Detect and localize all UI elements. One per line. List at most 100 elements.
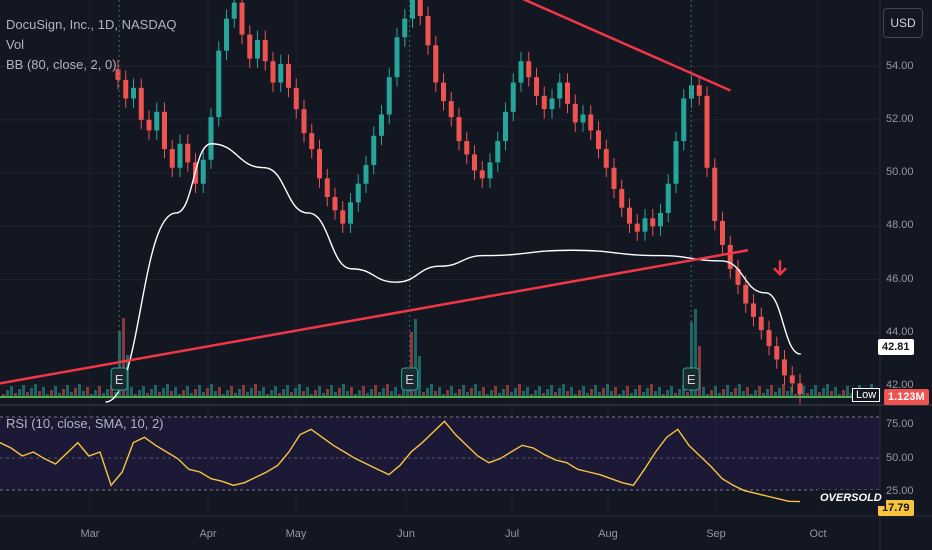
- rsi-band: [0, 417, 880, 490]
- volume-bar-17: [70, 392, 73, 398]
- oversold-label: OVERSOLD: [816, 490, 886, 506]
- volume-legend[interactable]: Vol: [6, 37, 25, 52]
- volume-bar-197: [790, 387, 793, 398]
- volume-bar-95: [382, 388, 385, 398]
- time-tick-5: Aug: [598, 528, 618, 540]
- candle-body-26: [317, 149, 322, 179]
- volume-bar-73: [294, 388, 297, 398]
- price-tick-4: 46.00: [886, 272, 914, 285]
- volume-bar-25: [102, 393, 105, 398]
- candle-body-22: [286, 63, 291, 88]
- volume-bar-80: [322, 393, 325, 398]
- volume-bar-76: [306, 387, 309, 398]
- volume-bar-137: [550, 385, 553, 398]
- trendlines[interactable]: [0, 0, 787, 385]
- volume-bar-211: [846, 386, 849, 398]
- trendline-1: [522, 0, 731, 92]
- candle-body-56: [549, 98, 555, 110]
- candle-body-37: [402, 18, 408, 38]
- volume-bar-105: [422, 392, 425, 398]
- volume-bar-119: [478, 391, 481, 398]
- candle-body-2: [131, 87, 136, 99]
- volume-bar-191: [766, 389, 769, 398]
- candle-body-35: [386, 77, 392, 115]
- volume-bar-122: [490, 390, 493, 398]
- candle-body-69: [650, 218, 656, 227]
- down-arrow: [773, 260, 787, 276]
- volume-bar-60: [242, 385, 245, 398]
- volume-bar-111: [446, 390, 449, 398]
- volume-bar-56: [226, 390, 229, 398]
- candle-body-21: [278, 63, 284, 83]
- volume-bar-173: [694, 309, 697, 398]
- candle-body-72: [673, 141, 679, 184]
- volume-bar-182: [730, 392, 733, 398]
- candle-body-50: [503, 111, 508, 142]
- volume-bar-74: [298, 384, 301, 398]
- volume-bar-96: [386, 384, 389, 398]
- volume-bar-207: [830, 391, 833, 398]
- candle-body-70: [658, 212, 663, 227]
- candle-body-41: [433, 45, 439, 83]
- rsi-legend[interactable]: RSI (10, close, SMA, 10, 2): [6, 416, 164, 431]
- volume-bar-145: [582, 386, 585, 398]
- candle-body-67: [634, 223, 640, 232]
- candle-body-45: [464, 141, 470, 155]
- volume-bar-102: [410, 332, 413, 398]
- volume-bar-45: [182, 390, 185, 398]
- volume-bar-48: [194, 389, 197, 398]
- candle-body-68: [642, 218, 648, 232]
- candle-body-75: [696, 85, 702, 96]
- candle-body-12: [208, 117, 214, 160]
- volume-bar-186: [746, 387, 749, 398]
- volume-bar-202: [810, 389, 813, 398]
- candle-body-73: [681, 98, 687, 142]
- bb-legend[interactable]: BB (80, close, 2, 0): [6, 57, 117, 72]
- price-tick-0: 54.00: [886, 59, 914, 72]
- volume-bar-40: [162, 388, 165, 398]
- volume-bar-177: [710, 390, 713, 398]
- volume-bar-148: [594, 385, 597, 398]
- volume-bar-87: [350, 387, 353, 398]
- volume-bar-109: [438, 387, 441, 398]
- volume-bar-179: [718, 393, 721, 398]
- volume-bar-10: [42, 387, 45, 398]
- volume-bar-155: [622, 390, 625, 398]
- candle-body-61: [588, 114, 594, 131]
- candle-body-19: [262, 39, 268, 62]
- volume-bar-43: [174, 387, 177, 398]
- volume-bar-32: [130, 387, 133, 398]
- candle-body-60: [580, 114, 586, 123]
- volume-bar-201: [806, 393, 809, 398]
- candlestick-series[interactable]: [115, 0, 803, 404]
- volume-bar-71: [286, 385, 289, 398]
- candle-body-13: [216, 50, 222, 118]
- volume-bar-15: [62, 389, 65, 398]
- candle-body-85: [774, 346, 780, 360]
- currency-button[interactable]: USD: [883, 8, 923, 38]
- volume-bar-93: [374, 385, 377, 398]
- time-tick-1: Apr: [199, 528, 217, 540]
- candle-body-64: [611, 167, 617, 190]
- rsi-line: [0, 420, 801, 503]
- volume-bar-157: [630, 393, 633, 398]
- volume-bar-7: [30, 388, 33, 398]
- bollinger-basis-line: [105, 143, 801, 403]
- volume-bar-47: [190, 393, 193, 398]
- volume-bar-34: [138, 390, 141, 398]
- time-tick-2: May: [285, 528, 307, 540]
- volume-bar-61: [246, 392, 249, 398]
- price-tick-2: 50.00: [886, 166, 914, 179]
- price-tick-3: 48.00: [886, 219, 914, 232]
- volume-bar-139: [558, 388, 561, 398]
- time-tick-4: Jul: [504, 528, 520, 540]
- symbol-legend[interactable]: DocuSign, Inc., 1D, NASDAQ: [6, 17, 177, 32]
- candle-body-83: [758, 316, 764, 331]
- volume-bar-27: [110, 385, 113, 398]
- candle-body-88: [797, 383, 803, 395]
- price-tick-6: 42.00: [886, 379, 914, 392]
- candle-body-6: [162, 111, 167, 150]
- volume-bar-169: [678, 389, 681, 398]
- volume-bar-128: [514, 388, 517, 398]
